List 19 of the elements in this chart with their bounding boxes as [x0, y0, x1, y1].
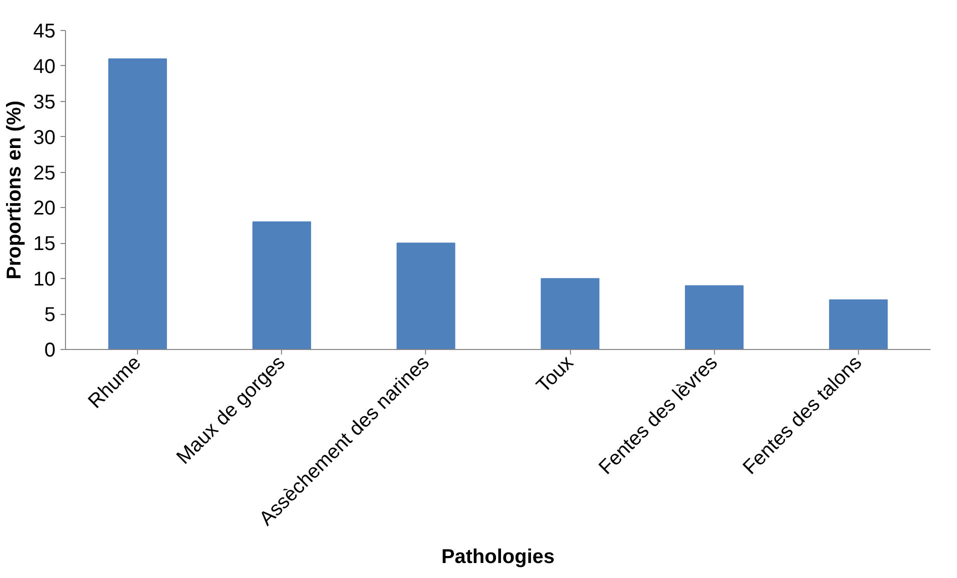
y-tick-label: 5 — [44, 304, 56, 326]
x-axis-title: Pathologies — [441, 546, 555, 568]
x-tick-label: Toux — [532, 352, 578, 398]
y-tick-label: 25 — [33, 162, 56, 184]
bar — [540, 278, 600, 350]
bar — [108, 58, 167, 350]
y-tick-label: 30 — [33, 126, 56, 149]
y-axis-title: Proportions en (%) — [3, 100, 26, 280]
y-tick-label: 35 — [33, 91, 56, 114]
bar — [684, 285, 744, 350]
bar — [396, 242, 456, 350]
y-tick-label: 45 — [33, 20, 56, 42]
y-tick-label: 20 — [33, 198, 56, 220]
y-tick-label: 0 — [44, 340, 56, 362]
bar — [252, 221, 312, 350]
y-tick-label: 40 — [33, 56, 56, 78]
y-tick-label: 10 — [33, 268, 56, 291]
bar — [829, 299, 888, 350]
y-tick-label: 15 — [33, 233, 56, 256]
